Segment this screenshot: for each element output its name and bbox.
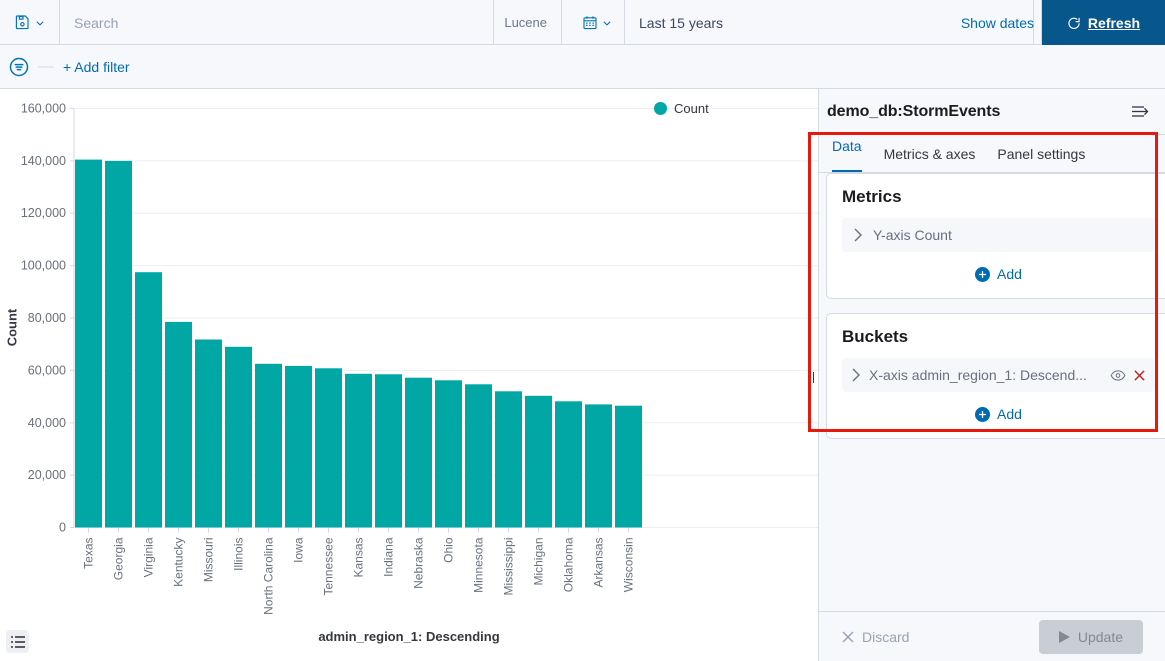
svg-text:0: 0 <box>59 521 66 535</box>
svg-text:80,000: 80,000 <box>28 311 66 325</box>
svg-text:Ohio: Ohio <box>442 537 456 563</box>
svg-text:Kansas: Kansas <box>352 538 366 578</box>
svg-text:Missouri: Missouri <box>202 538 216 583</box>
svg-text:Michigan: Michigan <box>532 538 546 586</box>
svg-text:Tennessee: Tennessee <box>322 537 336 595</box>
svg-text:40,000: 40,000 <box>28 416 66 430</box>
svg-text:100,000: 100,000 <box>21 259 66 273</box>
svg-text:160,000: 160,000 <box>21 102 66 116</box>
svg-text:Oklahoma: Oklahoma <box>562 537 576 592</box>
svg-text:Illinois: Illinois <box>232 538 246 571</box>
svg-text:Mississippi: Mississippi <box>502 538 516 596</box>
svg-text:Wisconsin: Wisconsin <box>622 538 636 593</box>
svg-text:Indiana: Indiana <box>382 537 396 577</box>
svg-text:North Carolina: North Carolina <box>262 537 276 615</box>
svg-text:140,000: 140,000 <box>21 154 66 168</box>
svg-text:Minnesota: Minnesota <box>472 537 486 593</box>
svg-text:Nebraska: Nebraska <box>412 537 426 589</box>
svg-text:Virginia: Virginia <box>142 537 156 577</box>
svg-text:120,000: 120,000 <box>21 206 66 220</box>
svg-text:60,000: 60,000 <box>28 363 66 377</box>
svg-text:Texas: Texas <box>82 538 96 569</box>
svg-text:Georgia: Georgia <box>112 537 126 580</box>
svg-text:Arkansas: Arkansas <box>592 538 606 588</box>
svg-text:20,000: 20,000 <box>28 468 66 482</box>
svg-text:Kentucky: Kentucky <box>172 538 186 587</box>
svg-text:Iowa: Iowa <box>292 537 306 563</box>
